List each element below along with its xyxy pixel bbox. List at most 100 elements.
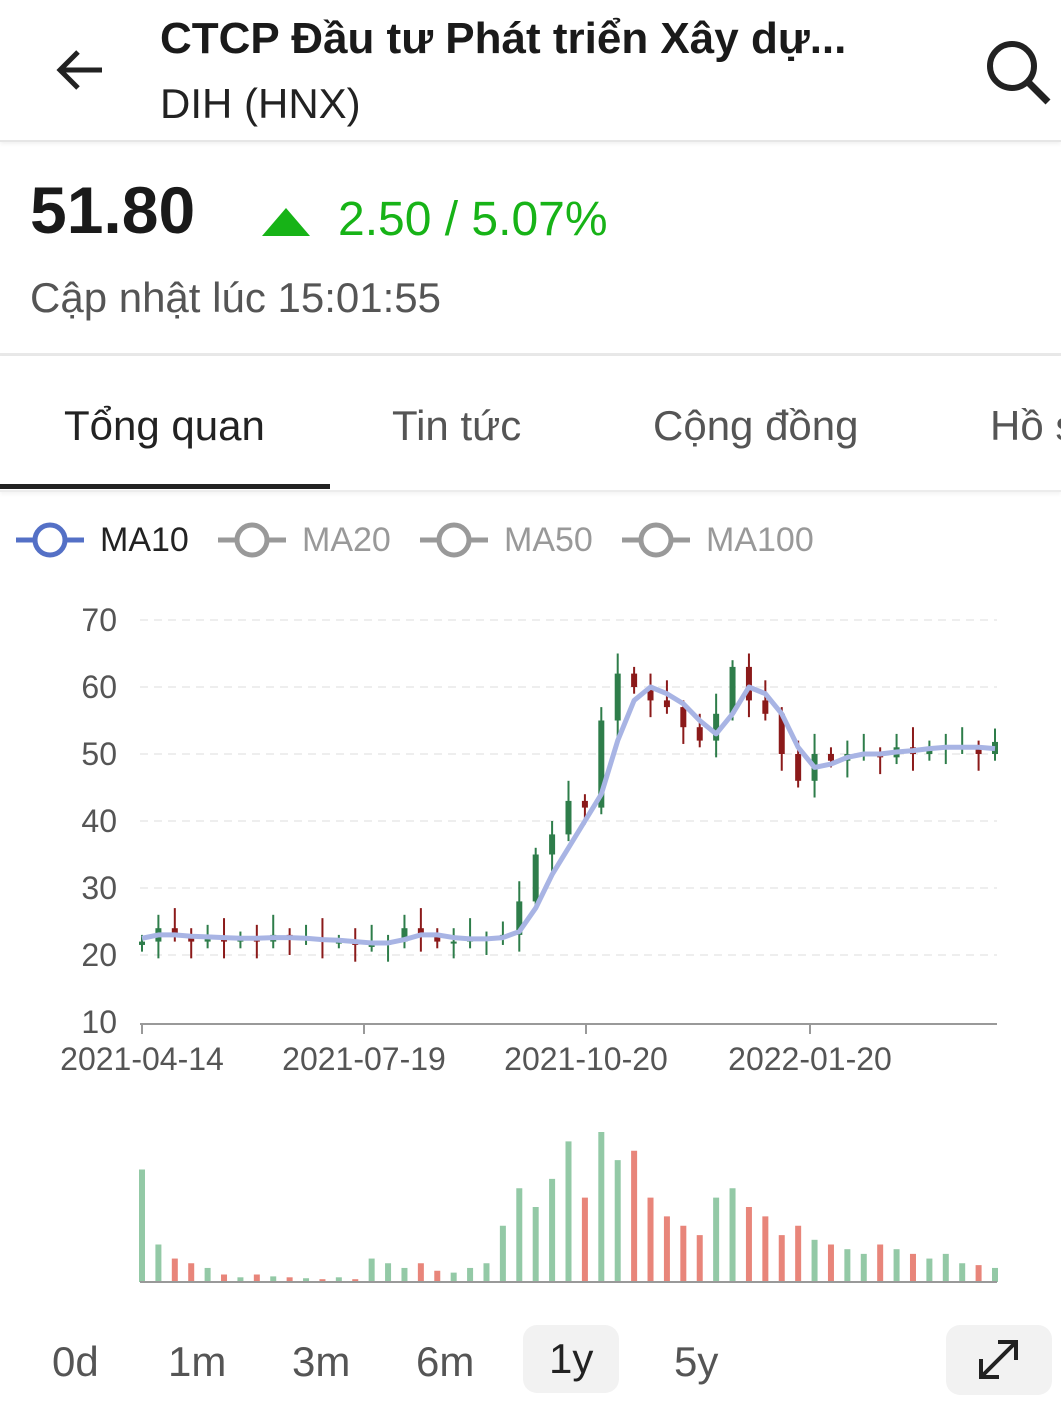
volume-bar: [549, 1178, 556, 1282]
volume-bar: [401, 1267, 408, 1282]
period-5y[interactable]: 5y: [674, 1338, 719, 1385]
period-6m[interactable]: 6m: [416, 1338, 475, 1385]
period-3m[interactable]: 3m: [292, 1338, 351, 1385]
tab-overview[interactable]: Tổng quan: [64, 402, 265, 449]
volume-bar: [237, 1277, 244, 1282]
volume-bar: [680, 1225, 687, 1282]
volume-bar: [253, 1274, 260, 1282]
expand-icon: [979, 1340, 1018, 1379]
update-time: Cập nhật lúc 15:01:55: [30, 274, 441, 321]
candle-body: [401, 928, 408, 942]
period-0d[interactable]: 0d: [52, 1338, 99, 1385]
volume-bar: [992, 1267, 998, 1282]
volume-bar: [139, 1169, 145, 1282]
volume-bar: [303, 1278, 310, 1282]
candle-body: [434, 934, 441, 942]
y-tick-label: 70: [81, 602, 117, 638]
ticker: DIH (HNX): [160, 80, 361, 127]
volume-bar: [581, 1197, 588, 1282]
volume-bar: [647, 1197, 654, 1282]
candle-body: [368, 944, 375, 947]
price-change: 2.50 / 5.07%: [338, 193, 608, 246]
candle-body: [795, 754, 802, 781]
period-1m[interactable]: 1m: [168, 1338, 227, 1385]
legend-marker-icon: [420, 522, 488, 558]
volume-bar: [696, 1235, 703, 1282]
volume-bar: [975, 1265, 982, 1282]
x-tick-label: 2021-04-14: [60, 1041, 224, 1077]
candle-body: [713, 713, 720, 741]
volume-bar: [745, 1207, 752, 1282]
ma10-line: [141, 684, 996, 946]
volume-bar: [434, 1270, 441, 1282]
legend-label: MA20: [302, 520, 391, 559]
divider: [0, 353, 1061, 356]
legend-ma100[interactable]: MA100: [620, 520, 814, 560]
tab-profile[interactable]: Hồ s: [990, 402, 1061, 449]
legend-ma20[interactable]: MA20: [216, 520, 391, 560]
volume-bar: [860, 1253, 867, 1282]
expand-button[interactable]: [946, 1325, 1052, 1395]
candle-body: [729, 666, 736, 714]
volume-bar: [598, 1132, 605, 1282]
legend-label: MA100: [706, 520, 814, 559]
volume-bar: [811, 1239, 818, 1282]
legend-marker-icon: [16, 522, 84, 558]
volume-bar: [729, 1188, 736, 1282]
volume-bar: [844, 1249, 851, 1282]
volume-bar: [499, 1225, 506, 1282]
candle-body: [171, 928, 178, 935]
volume-bar: [483, 1263, 490, 1282]
candle-body: [975, 747, 982, 754]
volume-bar: [319, 1279, 326, 1282]
volume-bar: [335, 1277, 342, 1282]
volume-bar: [204, 1267, 211, 1282]
volume-bar: [663, 1216, 670, 1282]
candle-body: [745, 666, 752, 701]
search-icon[interactable]: [984, 36, 1054, 106]
candle-body: [139, 941, 145, 945]
legend-marker-icon: [622, 522, 690, 558]
candle-body: [532, 854, 539, 902]
candle-body: [696, 727, 703, 741]
candle-body: [663, 700, 670, 708]
legend-ma10[interactable]: MA10: [14, 520, 189, 560]
up-triangle-icon: [262, 208, 310, 236]
candle-body: [762, 700, 769, 714]
legend-ma50[interactable]: MA50: [418, 520, 593, 560]
tab-news[interactable]: Tin tức: [392, 402, 522, 449]
volume-bar: [926, 1258, 933, 1282]
volume-bar: [713, 1197, 720, 1282]
legend-label: MA10: [100, 520, 189, 559]
tab-bar: Tổng quan Tin tức Cộng đồng Hồ s: [0, 356, 1061, 492]
legend-label: MA50: [504, 520, 593, 559]
arrow-left-icon[interactable]: [52, 44, 108, 96]
candle-body: [631, 673, 638, 687]
volume-bar: [532, 1207, 539, 1282]
candle-body: [598, 720, 605, 808]
volume-bar: [762, 1216, 769, 1282]
volume-bar: [450, 1272, 457, 1282]
volume-bar: [368, 1258, 375, 1282]
volume-bar: [565, 1141, 572, 1282]
volume-bar: [417, 1263, 424, 1282]
legend-marker-icon: [218, 522, 286, 558]
app-header: CTCP Đầu tư Phát triển Xây dự... DIH (HN…: [0, 0, 1061, 142]
y-tick-label: 50: [81, 736, 117, 772]
y-tick-label: 20: [81, 937, 117, 973]
volume-bar: [270, 1276, 277, 1282]
volume-bar: [827, 1244, 834, 1282]
candle-body: [204, 938, 211, 942]
period-1y[interactable]: 1y: [523, 1325, 620, 1393]
y-tick-label: 40: [81, 803, 117, 839]
tab-community[interactable]: Cộng đồng: [653, 402, 859, 449]
volume-bar: [631, 1150, 638, 1282]
x-tick-label: 2021-07-19: [282, 1041, 446, 1077]
candle-body: [778, 713, 785, 754]
y-tick-label: 30: [81, 870, 117, 906]
volume-bar: [942, 1253, 949, 1282]
volume-bar: [614, 1160, 621, 1282]
volume-bar: [155, 1244, 162, 1282]
volume-bar: [893, 1249, 900, 1282]
